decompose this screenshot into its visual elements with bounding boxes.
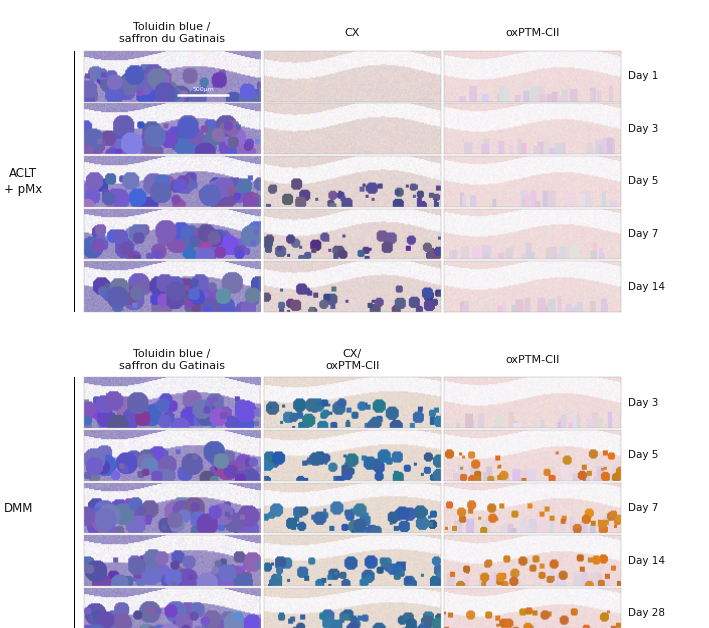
Text: Day 7: Day 7 bbox=[628, 503, 659, 513]
Text: Toluidin blue /
saffron du Gatinais: Toluidin blue / saffron du Gatinais bbox=[119, 22, 225, 45]
Text: oxPTM-CII: oxPTM-CII bbox=[506, 355, 560, 365]
Text: CX/
oxPTM-CII: CX/ oxPTM-CII bbox=[325, 349, 379, 371]
Text: Day 3: Day 3 bbox=[628, 398, 659, 408]
Text: CX: CX bbox=[345, 28, 360, 38]
Text: 500μm: 500μm bbox=[192, 87, 214, 92]
Text: ACLT
+ pMx: ACLT + pMx bbox=[4, 167, 42, 196]
Text: Day 14: Day 14 bbox=[628, 282, 665, 292]
Text: Day 14: Day 14 bbox=[628, 556, 665, 566]
Text: Day 7: Day 7 bbox=[628, 229, 659, 239]
Text: Day 1: Day 1 bbox=[628, 71, 659, 81]
Text: Toluidin blue /
saffron du Gatinais: Toluidin blue / saffron du Gatinais bbox=[119, 349, 225, 371]
Text: oxPTM-CII: oxPTM-CII bbox=[506, 28, 560, 38]
Text: Day 5: Day 5 bbox=[628, 176, 659, 187]
Text: DMM: DMM bbox=[4, 502, 33, 514]
Text: Day 28: Day 28 bbox=[628, 609, 665, 619]
Text: Day 5: Day 5 bbox=[628, 450, 659, 460]
Text: Day 3: Day 3 bbox=[628, 124, 659, 134]
